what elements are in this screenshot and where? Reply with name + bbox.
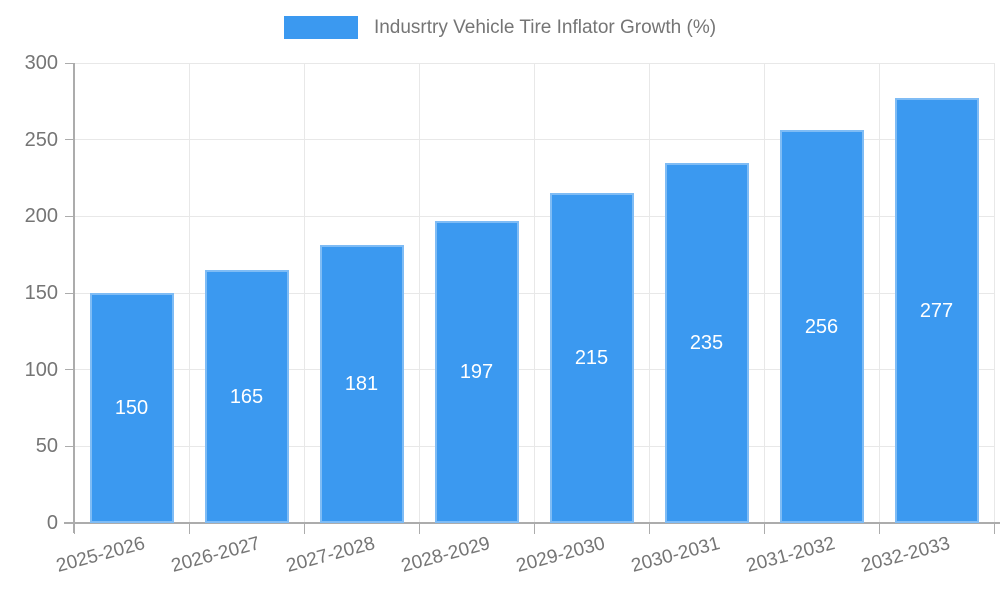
x-tick-label: 2026-2027 bbox=[168, 533, 262, 577]
bar-value-label: 235 bbox=[689, 331, 724, 354]
x-gridline bbox=[763, 63, 765, 523]
x-tick-label: 2028-2029 bbox=[398, 533, 492, 577]
y-tick-mark bbox=[65, 292, 73, 294]
y-tick-mark bbox=[65, 445, 73, 447]
x-tick-mark bbox=[303, 524, 305, 534]
bar[interactable] bbox=[89, 293, 174, 523]
plot-area: 0 50 100 150 200 250 300 150 165 181 197 215 235 256 2… bbox=[25, 52, 1000, 577]
x-tick-label: 2029-2030 bbox=[513, 533, 607, 577]
bar-value-label: 197 bbox=[459, 360, 494, 383]
bar[interactable] bbox=[319, 245, 404, 523]
bar-value-label: 165 bbox=[229, 385, 264, 408]
legend-swatch bbox=[283, 16, 358, 39]
y-tick-mark bbox=[65, 139, 73, 141]
x-gridline bbox=[878, 63, 880, 523]
y-tick-label: 200 bbox=[24, 205, 58, 228]
x-gridline bbox=[648, 63, 650, 523]
x-tick-mark bbox=[188, 524, 190, 534]
y-axis-line bbox=[73, 63, 75, 533]
x-gridline bbox=[188, 63, 190, 523]
x-tick-mark bbox=[763, 524, 765, 534]
x-tick-mark bbox=[418, 524, 420, 534]
x-gridline bbox=[533, 63, 535, 523]
x-gridline bbox=[993, 63, 995, 523]
x-tick-mark bbox=[533, 524, 535, 534]
x-tick-label: 2031-2032 bbox=[743, 533, 837, 577]
y-tick-label: 150 bbox=[24, 282, 58, 304]
y-tick-label: 250 bbox=[24, 128, 58, 151]
bar[interactable] bbox=[549, 193, 634, 523]
y-tick-label: 50 bbox=[35, 435, 58, 458]
x-tick-label: 2027-2028 bbox=[283, 533, 377, 577]
y-tick-mark bbox=[65, 369, 73, 371]
y-tick-mark bbox=[65, 215, 73, 217]
legend-label: Indusrtry Vehicle Tire Inflator Growth (… bbox=[373, 16, 717, 38]
x-tick-mark bbox=[878, 524, 880, 534]
legend[interactable]: Indusrtry Vehicle Tire Inflator Growth (… bbox=[0, 16, 1000, 39]
bar-value-label: 181 bbox=[344, 373, 379, 396]
x-tick-mark bbox=[993, 524, 995, 534]
x-tick-label: 2025-2026 bbox=[53, 533, 147, 577]
bar[interactable] bbox=[894, 98, 979, 523]
x-tick-mark bbox=[648, 524, 650, 534]
bar[interactable] bbox=[664, 162, 749, 523]
y-tick-mark bbox=[65, 62, 73, 64]
x-gridline bbox=[303, 63, 305, 523]
bar-value-label: 215 bbox=[574, 347, 609, 370]
x-gridline bbox=[418, 63, 420, 523]
x-axis-line bbox=[64, 522, 1000, 524]
y-tick-label: 300 bbox=[24, 52, 58, 74]
bar[interactable] bbox=[434, 220, 519, 523]
bar-value-label: 256 bbox=[804, 315, 839, 338]
x-tick-label: 2030-2031 bbox=[628, 533, 722, 577]
bar[interactable] bbox=[779, 130, 864, 523]
y-tick-label: 100 bbox=[24, 358, 58, 381]
bar-value-label: 150 bbox=[114, 397, 149, 419]
x-tick-label: 2032-2033 bbox=[858, 533, 952, 577]
y-tick-label: 0 bbox=[46, 512, 58, 534]
bar[interactable] bbox=[204, 270, 289, 523]
bar-value-label: 277 bbox=[919, 299, 954, 322]
